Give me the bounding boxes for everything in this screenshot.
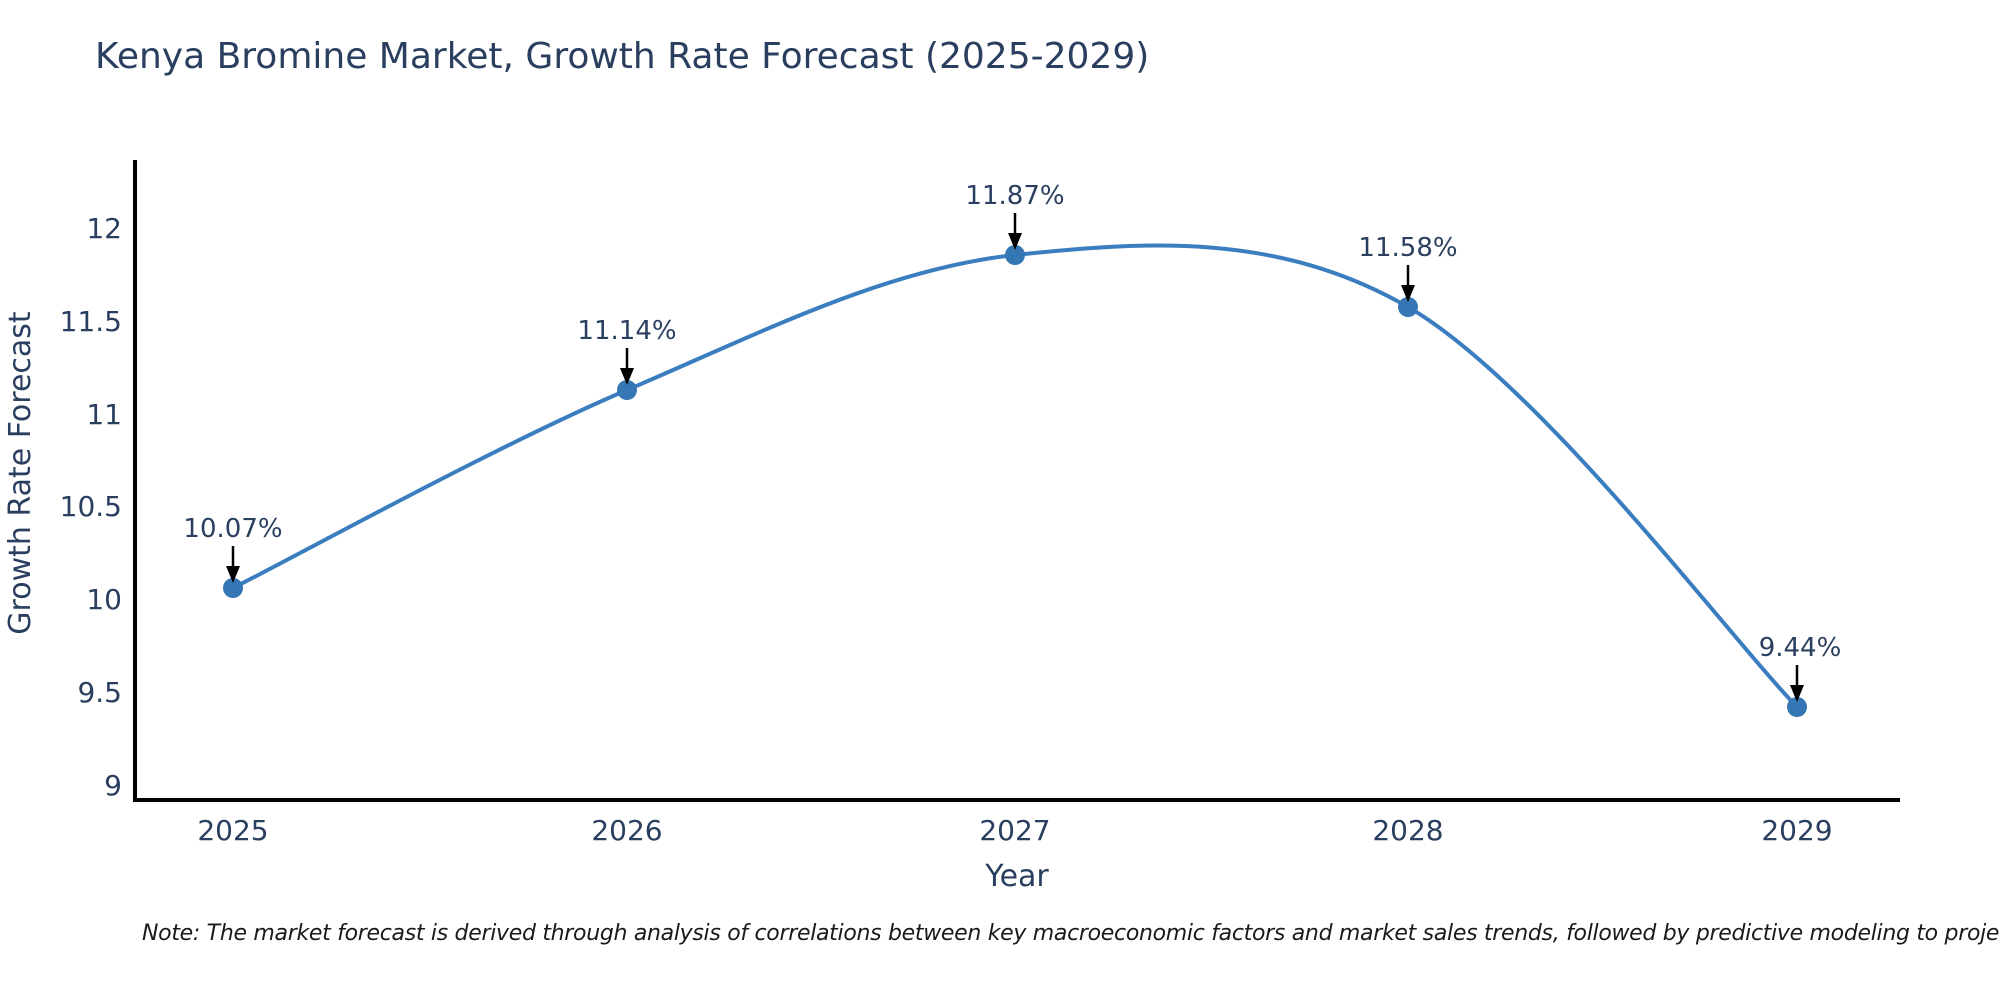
y-tick-label: 12 (86, 212, 122, 245)
annotation-2028: 11.58% (1358, 233, 1458, 302)
y-tick-label: 10.5 (60, 490, 122, 523)
y-tick-label: 9.5 (77, 676, 122, 709)
arrow-down-icon (1008, 233, 1022, 250)
x-axis-ticks: 2025 2026 2027 2028 2029 (197, 814, 1832, 847)
chart-title: Kenya Bromine Market, Growth Rate Foreca… (95, 36, 1149, 77)
y-axis-title: Growth Rate Forecast (3, 311, 38, 635)
x-axis-title: Year (984, 859, 1049, 894)
x-tick-label: 2027 (979, 814, 1050, 847)
data-label: 11.58% (1358, 233, 1457, 263)
data-label: 10.07% (183, 514, 282, 544)
arrow-down-icon (620, 368, 634, 385)
arrow-down-icon (226, 566, 240, 583)
annotation-2026: 11.14% (577, 316, 677, 385)
arrow-down-icon (1401, 285, 1415, 302)
data-label: 9.44% (1759, 633, 1842, 663)
footnote: Note: The market forecast is derived thr… (142, 921, 2000, 946)
y-tick-label: 10 (86, 583, 122, 616)
x-tick-label: 2028 (1372, 814, 1443, 847)
y-tick-label: 11.5 (60, 305, 122, 338)
data-label: 11.14% (577, 316, 676, 346)
data-point-marker (617, 380, 637, 400)
annotation-2029: 9.44% (1759, 633, 1842, 702)
annotation-2025: 10.07% (183, 514, 283, 583)
data-point-marker (1787, 697, 1807, 717)
y-axis-ticks: 12 11.5 11 10.5 10 9.5 9 (60, 212, 122, 802)
x-tick-label: 2029 (1761, 814, 1832, 847)
x-tick-label: 2026 (591, 814, 662, 847)
annotation-2027: 11.87% (965, 181, 1065, 250)
y-tick-label: 9 (104, 769, 122, 802)
x-tick-label: 2025 (197, 814, 268, 847)
data-point-marker (1398, 297, 1418, 317)
data-point-marker (1005, 245, 1025, 265)
arrow-down-icon (1790, 685, 1804, 702)
data-point-marker (223, 578, 243, 598)
y-tick-label: 11 (86, 398, 122, 431)
forecast-line (231, 243, 1799, 709)
data-point-markers (223, 245, 1807, 717)
data-label: 11.87% (965, 181, 1064, 211)
